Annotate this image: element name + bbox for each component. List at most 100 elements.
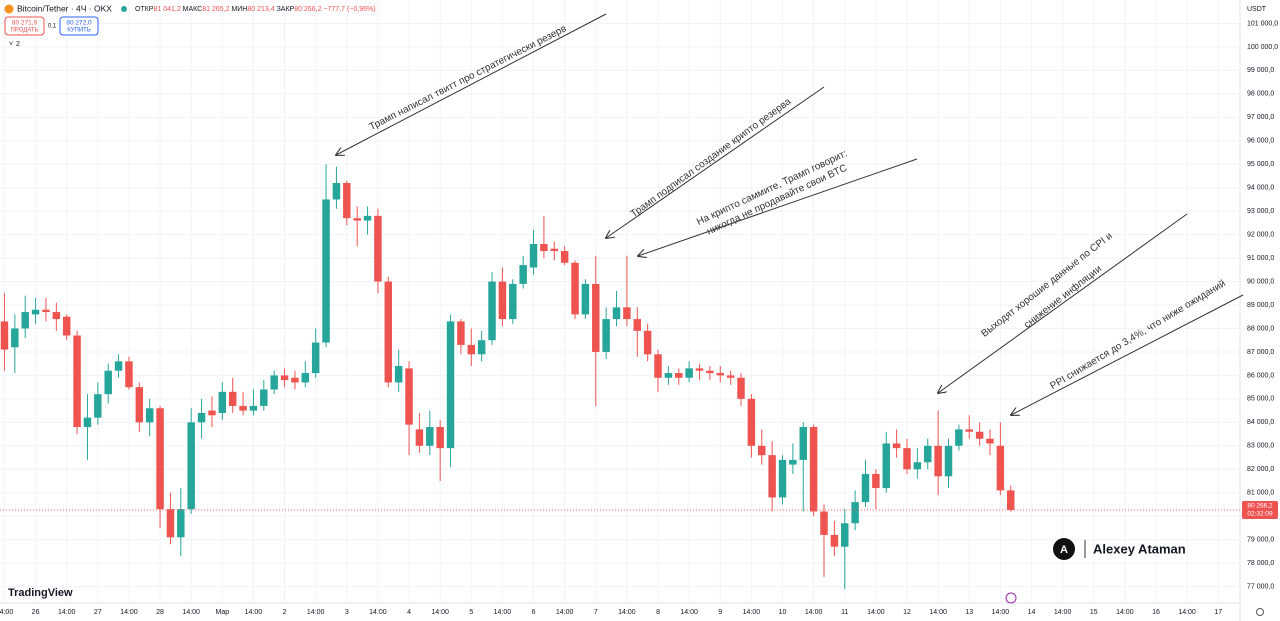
candle-body [156, 408, 164, 510]
y-tick-label: 94 000,0 [1247, 185, 1274, 192]
collapse-arrow[interactable]: ˅ [9, 41, 13, 48]
candle-body [726, 375, 735, 378]
candle-body [529, 244, 538, 268]
x-tick-label: 26 [32, 609, 40, 616]
candle-body [892, 443, 901, 449]
candle-body [280, 375, 289, 381]
candle-body [249, 405, 258, 411]
x-tick-label: 6 [532, 609, 536, 616]
candle-body [664, 373, 673, 378]
candle-body [135, 387, 144, 423]
candle-body [633, 319, 642, 331]
low-label: МИН [231, 6, 247, 13]
x-tick-label: 14:00 [182, 609, 200, 616]
candle-body [228, 391, 237, 406]
candle-body [177, 509, 185, 538]
candle-body [550, 248, 559, 252]
brand: TradingView [8, 587, 73, 599]
symbol: Bitcoin/Tether · 4Ч · OKX [17, 3, 112, 13]
candle-body [488, 281, 496, 341]
candle-body [602, 319, 610, 352]
candle-body [94, 394, 102, 418]
status-dot [121, 6, 127, 12]
x-tick-label: 14:00 [369, 609, 387, 616]
candle-body [975, 431, 984, 439]
candle-body [11, 328, 19, 348]
x-tick-label: 14:00 [743, 609, 761, 616]
candle-body [301, 373, 310, 383]
candle-body [913, 462, 922, 470]
candle-body [581, 283, 590, 315]
x-tick-label: 14:00 [1116, 609, 1134, 616]
candle-body [944, 445, 953, 477]
x-tick-label: 13 [965, 609, 973, 616]
candle-body [73, 335, 81, 428]
candle-body [83, 417, 92, 428]
x-tick-label: 14:00 [58, 609, 76, 616]
candle-body [789, 459, 797, 465]
event-icon[interactable] [1005, 592, 1017, 604]
candle-body [924, 445, 932, 463]
candle-body [197, 412, 206, 423]
candle-body [903, 448, 911, 470]
y-tick-label: 99 000,0 [1247, 67, 1274, 74]
x-tick-label: 28 [156, 609, 164, 616]
candle-body [145, 408, 154, 423]
candle-body [675, 373, 683, 378]
candle-body [509, 283, 517, 320]
arrow [606, 86, 825, 238]
candle-body [1007, 490, 1015, 510]
candle-body [21, 312, 29, 329]
candle-body [104, 370, 112, 395]
currency: USDT [1247, 6, 1267, 13]
x-tick-label: 4 [407, 609, 411, 616]
candle-body [965, 429, 973, 432]
x-tick-label: 14:00 [1178, 609, 1196, 616]
candle-body [540, 244, 548, 252]
close-label: ЗАКР [277, 6, 295, 13]
y-tick-label: 92 000,0 [1247, 231, 1274, 238]
arrow [336, 13, 607, 155]
candle-body [623, 307, 631, 320]
candle-body [654, 354, 662, 378]
x-tick-label: 14:00 [0, 609, 13, 616]
indicator-count[interactable]: 2 [16, 41, 20, 48]
candle-body [830, 534, 839, 547]
candle-body [0, 321, 9, 350]
candle-body [270, 375, 278, 390]
candle-body [42, 309, 50, 313]
x-tick-label: 14:00 [494, 609, 512, 616]
change: −777,7 (−0,96%) [323, 6, 375, 13]
countdown: 02:32:09 [1247, 511, 1273, 518]
arrow [938, 213, 1188, 393]
price-tag-label: 80 266,2 [1247, 503, 1273, 510]
candle-body [436, 427, 444, 449]
candle-body [747, 398, 756, 446]
candle-body [841, 523, 849, 547]
candle-body [695, 368, 704, 371]
annotation: Трамп написал твитт про стратегически ре… [368, 23, 569, 133]
candle-body [592, 283, 600, 352]
low: 80 213,4 [247, 6, 274, 13]
y-tick-label: 97 000,0 [1247, 114, 1274, 121]
x-tick-label: 14:00 [120, 609, 138, 616]
buy-button[interactable] [59, 16, 99, 36]
x-tick-label: Мар [215, 609, 229, 616]
x-tick-label: 14:00 [556, 609, 574, 616]
candle-body [415, 429, 424, 446]
y-tick-label: 101 000,0 [1247, 20, 1278, 27]
annotation: никогда не продавайте свои BTC [705, 163, 849, 238]
y-tick-label: 93 000,0 [1247, 208, 1274, 215]
open: 81 041,2 [153, 6, 180, 13]
x-tick-label: 14:00 [1054, 609, 1072, 616]
x-tick-label: 14:00 [431, 609, 449, 616]
sell-button[interactable] [4, 16, 45, 36]
candle-body [52, 312, 61, 320]
y-tick-label: 85 000,0 [1247, 396, 1274, 403]
y-tick-label: 79 000,0 [1247, 536, 1274, 543]
y-tick-label: 81 000,0 [1247, 490, 1274, 497]
settings-icon[interactable] [1256, 608, 1264, 616]
author-logo-mark: A [1060, 544, 1068, 556]
x-tick-label: 14 [1028, 609, 1036, 616]
